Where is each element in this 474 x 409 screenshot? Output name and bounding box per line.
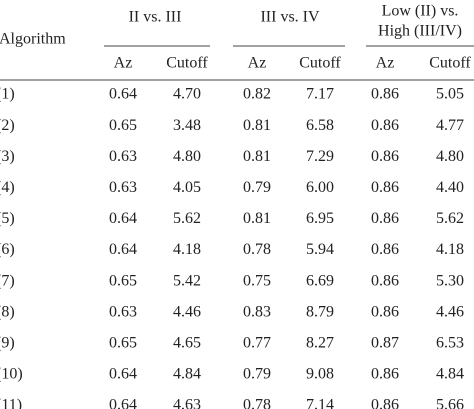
cell: 6.69 — [306, 272, 334, 289]
cell: 0.86 — [371, 272, 399, 289]
cell: 0.77 — [243, 334, 271, 351]
cell: 0.64 — [109, 397, 137, 409]
cell: 6.00 — [306, 179, 334, 196]
row-label: (7) — [0, 272, 15, 289]
cell: 8.79 — [306, 303, 334, 320]
cell: 0.63 — [109, 303, 137, 320]
cell: 4.84 — [173, 366, 201, 383]
cell: 0.79 — [243, 366, 271, 383]
cell: 7.14 — [306, 397, 334, 409]
row-label: (8) — [0, 303, 15, 320]
cell: 4.46 — [436, 303, 464, 320]
cell: 0.83 — [243, 303, 271, 320]
group-header: Low (II) vs. — [382, 3, 459, 20]
cell: 0.86 — [371, 397, 399, 409]
cell: 8.27 — [306, 334, 334, 351]
row-label: (11) — [0, 397, 22, 409]
group-header: III vs. IV — [260, 9, 320, 26]
cell: 0.75 — [243, 272, 271, 289]
cell: 5.42 — [173, 272, 201, 289]
cell: 0.87 — [371, 334, 399, 351]
cell: 0.64 — [109, 241, 137, 258]
group-header: High (III/IV) — [378, 23, 462, 40]
cell: 0.86 — [371, 117, 399, 134]
sub-header: Az — [114, 55, 133, 72]
sub-header: Az — [376, 55, 395, 72]
cell: 4.40 — [436, 179, 464, 196]
cell: 0.79 — [243, 179, 271, 196]
cell: 0.86 — [371, 86, 399, 103]
cell: 0.63 — [109, 148, 137, 165]
sub-header: Az — [248, 55, 267, 72]
cell: 0.64 — [109, 366, 137, 383]
cell: 0.81 — [243, 117, 271, 134]
row-label: (1) — [0, 86, 15, 103]
row-header: Algorithm — [0, 31, 66, 48]
cell: 4.70 — [173, 86, 201, 103]
cell: 0.86 — [371, 210, 399, 227]
cell: 6.95 — [306, 210, 334, 227]
cell: 3.48 — [173, 117, 201, 134]
cell: 4.63 — [173, 397, 201, 409]
cell: 0.63 — [109, 179, 137, 196]
cell: 0.81 — [243, 148, 271, 165]
cell: 6.58 — [306, 117, 334, 134]
cell: 0.78 — [243, 397, 271, 409]
row-label: (3) — [0, 148, 15, 165]
cell: 0.86 — [371, 179, 399, 196]
cell: 4.84 — [436, 366, 464, 383]
cell: 5.62 — [436, 210, 464, 227]
sub-header: Cutoff — [299, 55, 341, 72]
cell: 4.05 — [173, 179, 201, 196]
cell: 4.80 — [173, 148, 201, 165]
cell: 9.08 — [306, 366, 334, 383]
cell: 4.80 — [436, 148, 464, 165]
sub-header: Cutoff — [166, 55, 208, 72]
row-label: (2) — [0, 117, 15, 134]
cell: 7.29 — [306, 148, 334, 165]
row-label: (9) — [0, 334, 15, 351]
cell: 0.65 — [109, 272, 137, 289]
cell: 0.81 — [243, 210, 271, 227]
row-label: (6) — [0, 241, 15, 258]
group-header: II vs. III — [129, 9, 182, 26]
cell: 0.86 — [371, 303, 399, 320]
cell: 0.86 — [371, 366, 399, 383]
sub-header: Cutoff — [429, 55, 471, 72]
cell: 5.66 — [436, 397, 464, 409]
cell: 5.05 — [436, 86, 464, 103]
cell: 7.17 — [306, 86, 334, 103]
cell: 0.65 — [109, 117, 137, 134]
cell: 0.86 — [371, 148, 399, 165]
row-label: (10) — [0, 366, 23, 383]
cell: 4.77 — [436, 117, 464, 134]
cell: 6.53 — [436, 334, 464, 351]
cell: 0.65 — [109, 334, 137, 351]
cell: 0.64 — [109, 210, 137, 227]
cell: 4.46 — [173, 303, 201, 320]
cell: 0.82 — [243, 86, 271, 103]
cell: 5.30 — [436, 272, 464, 289]
cell: 5.94 — [306, 241, 334, 258]
cell: 0.78 — [243, 241, 271, 258]
row-label: (5) — [0, 210, 15, 227]
cell: 4.18 — [436, 241, 464, 258]
cell: 5.62 — [173, 210, 201, 227]
row-label: (4) — [0, 179, 15, 196]
cell: 0.86 — [371, 241, 399, 258]
cell: 4.65 — [173, 334, 201, 351]
cell: 0.64 — [109, 86, 137, 103]
cell: 4.18 — [173, 241, 201, 258]
